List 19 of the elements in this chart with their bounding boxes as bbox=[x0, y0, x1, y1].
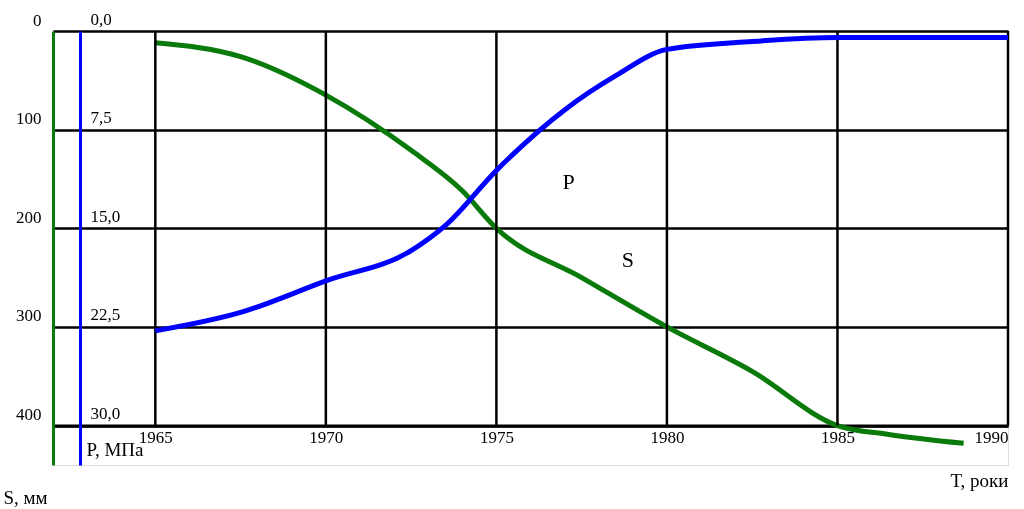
y2-tick-label: 7,5 bbox=[90, 108, 112, 128]
y-tick-label: 200 bbox=[16, 207, 42, 227]
y-tick-label: 400 bbox=[16, 405, 42, 425]
y-axis-title: S, мм bbox=[3, 486, 48, 508]
y2-tick-label: 30,0 bbox=[90, 404, 121, 424]
y2-tick-label: 0,0 bbox=[90, 9, 112, 29]
x-tick-label: 1970 bbox=[309, 428, 344, 448]
x-axis-title: T, роки bbox=[950, 470, 1009, 492]
y-tick-label: 100 bbox=[16, 109, 42, 129]
x-tick-label: 1975 bbox=[479, 428, 514, 448]
y-tick-label: 300 bbox=[16, 306, 42, 326]
text: P bbox=[562, 168, 575, 194]
x-tick-label: 1990 bbox=[974, 428, 1009, 448]
y2-tick-label: 22,5 bbox=[90, 305, 121, 325]
y-tick-label: 0 bbox=[33, 10, 42, 30]
series-label: S bbox=[621, 246, 634, 272]
y2-tick-label: 15,0 bbox=[90, 206, 121, 226]
x-tick-label: 1980 bbox=[650, 428, 685, 448]
x-tick-label: 1985 bbox=[820, 428, 855, 448]
